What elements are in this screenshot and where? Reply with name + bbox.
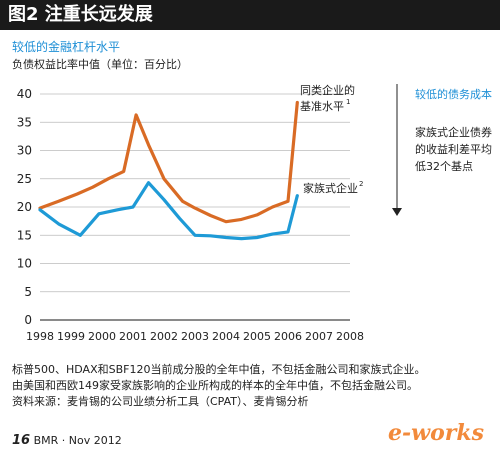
- watermark-logo: e-works: [388, 420, 484, 446]
- x-tick-layer: 1998 1999 2000 2001 2002 2003 2004 2005 2006 2007…: [26, 330, 364, 343]
- annotation-title: 较低的债务成本: [415, 87, 492, 101]
- figure-title: 图2 注重长远发展: [8, 4, 153, 25]
- chart-subtitle: 较低的金融杠杆水平: [12, 40, 121, 54]
- x-tick-label-2006: 2006: [274, 330, 302, 343]
- note-2: 由美国和西欧149家受家族影响的企业所构成的样本的全年中值，不包括金融公司。: [12, 379, 418, 392]
- note-1: 标普500、HDAX和SBF120当前成分股的全年中值，不包括金融公司和家族式企…: [12, 363, 426, 376]
- footer: 16 BMR · Nov 2012: [12, 433, 122, 448]
- series-label-benchmark-sup: 1: [346, 98, 350, 106]
- series-label-family-sup: 2: [359, 180, 363, 188]
- y-tick-label-0: 0: [24, 313, 32, 327]
- y-tick-label-20: 20: [17, 200, 32, 214]
- series-line-0: [38, 100, 299, 224]
- x-tick-label-2001: 2001: [119, 330, 147, 343]
- x-tick-label-2005: 2005: [243, 330, 271, 343]
- annotation-line-1: 家族式企业债券: [415, 125, 492, 139]
- series-label-benchmark-line2: 基准水平: [300, 100, 344, 113]
- x-tick-label-2004: 2004: [212, 330, 240, 343]
- figure-header: 图2 注重长远发展: [0, 0, 500, 30]
- y-tick-label-40: 40: [17, 87, 32, 101]
- y-tick-label-25: 25: [17, 172, 32, 186]
- annotation-line-3: 低32个基点: [415, 160, 473, 173]
- x-tick-label-2003: 2003: [181, 330, 209, 343]
- y-tick-label-30: 30: [17, 144, 32, 158]
- y-tick-label-15: 15: [17, 228, 32, 242]
- annotation-arrow-head: [392, 208, 402, 216]
- x-tick-label-2007: 2007: [305, 330, 333, 343]
- x-tick-label-2002: 2002: [150, 330, 178, 343]
- y-tick-layer: 0 5 10 15 20 25 30 35 40: [17, 87, 32, 327]
- series-layer: [38, 100, 299, 241]
- series-label-family: 家族式企业: [303, 181, 358, 195]
- y-tick-label-35: 35: [17, 115, 32, 129]
- x-tick-label-2000: 2000: [88, 330, 116, 343]
- y-tick-label-5: 5: [24, 285, 32, 299]
- annotation-line-2: 的收益利差平均: [415, 142, 492, 156]
- x-tick-label-2008: 2008: [336, 330, 364, 343]
- y-axis-label: 负债权益比率中值（单位：百分比）: [12, 58, 188, 71]
- series-line-1: [38, 181, 299, 241]
- y-tick-label-10: 10: [17, 257, 32, 271]
- x-tick-label-1999: 1999: [57, 330, 85, 343]
- note-3: 资料来源：麦肯锡的公司业绩分析工具（CPAT）、麦肯锡分析: [12, 395, 309, 408]
- page-number: 16: [12, 433, 31, 448]
- x-tick-label-1998: 1998: [26, 330, 54, 343]
- series-label-benchmark-line1: 同类企业的: [300, 83, 355, 97]
- publication: BMR · Nov 2012: [33, 434, 122, 447]
